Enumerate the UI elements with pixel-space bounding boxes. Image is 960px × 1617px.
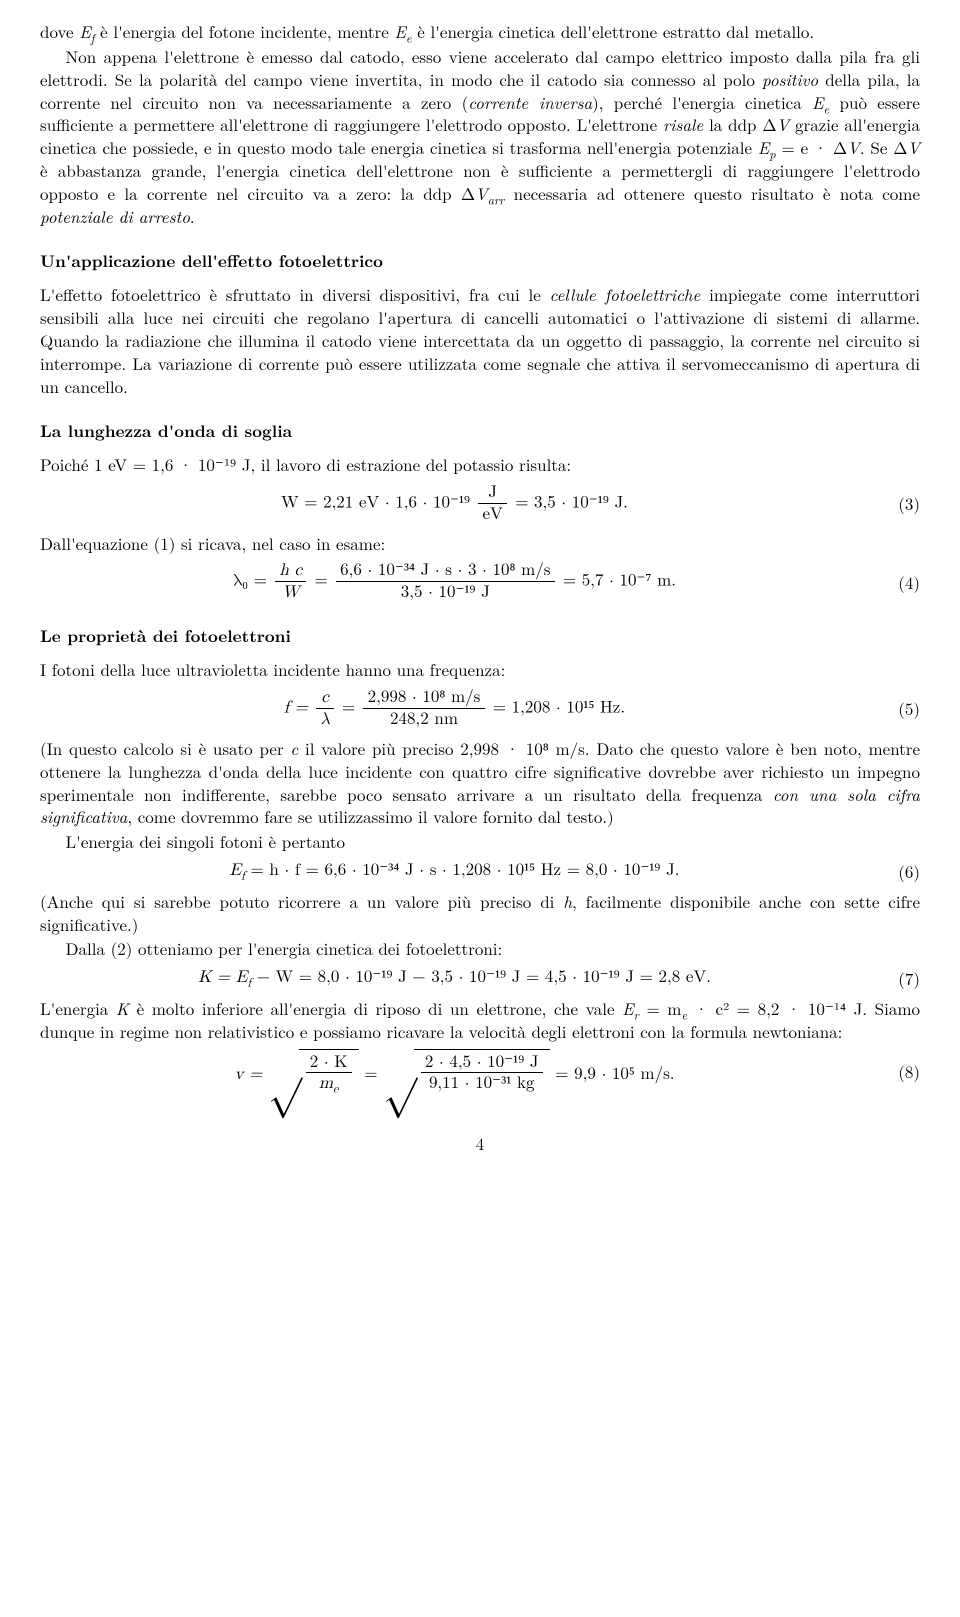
heading-application: Un'applicazione dell'effetto fotoelettri… <box>40 250 920 273</box>
equation-8: v = √2 · Kme = √2 · 4,5 · 10⁻¹⁹ J9,11 · … <box>40 1049 920 1094</box>
paragraph-application: L'effetto fotoelettrico è sfruttato in d… <box>40 283 920 398</box>
equation-4: λ₀ = h cW = 6,6 · 10⁻³⁴ J · s · 3 · 10⁸ … <box>40 561 920 603</box>
equation-number: (7) <box>869 967 920 990</box>
equation-number: (5) <box>869 697 920 720</box>
paragraph-note-h: (Anche qui si sarebbe potuto ricorrere a… <box>40 890 920 936</box>
equation-number: (4) <box>869 571 920 594</box>
paragraph-kinetic: Dalla (2) otteniamo per l'energia cineti… <box>40 937 920 960</box>
equation-number: (3) <box>869 492 920 515</box>
equation-6: Ef = h · f = 6,6 · 10⁻³⁴ J · s · 1,208 ·… <box>40 860 920 883</box>
equation-number: (8) <box>869 1060 920 1083</box>
paragraph-uv-freq: I fotoni della luce ultravioletta incide… <box>40 658 920 681</box>
page-number: 4 <box>40 1132 920 1155</box>
heading-properties: Le proprietà dei fotoelettroni <box>40 625 920 648</box>
paragraph-intro: dove Ef è l'energia del fotone incidente… <box>40 20 920 43</box>
paragraph-photon-energy: L'energia dei singoli fotoni è pertanto <box>40 830 920 853</box>
paragraph-eq1-ref: Dall'equazione (1) si ricava, nel caso i… <box>40 532 920 555</box>
equation-7: K = Ef − W = 8,0 · 10⁻¹⁹ J − 3,5 · 10⁻¹⁹… <box>40 967 920 990</box>
paragraph-note-c: (In questo calcolo si è usato per c il v… <box>40 737 920 829</box>
equation-5: f = cλ = 2,998 · 10⁸ m/s248,2 nm = 1,208… <box>40 688 920 730</box>
paragraph-rest-energy: L'energia K è molto inferiore all'energi… <box>40 997 920 1043</box>
equation-number: (6) <box>869 860 920 883</box>
equation-3: W = 2,21 eV · 1,6 · 10⁻¹⁹ JeV = 3,5 · 10… <box>40 483 920 525</box>
heading-threshold: La lunghezza d'onda di soglia <box>40 420 920 443</box>
paragraph-threshold-intro: Poiché 1 eV = 1,6 · 10⁻¹⁹ J, il lavoro d… <box>40 453 920 476</box>
paragraph-polarity: Non appena l'elettrone è emesso dal cato… <box>40 45 920 229</box>
